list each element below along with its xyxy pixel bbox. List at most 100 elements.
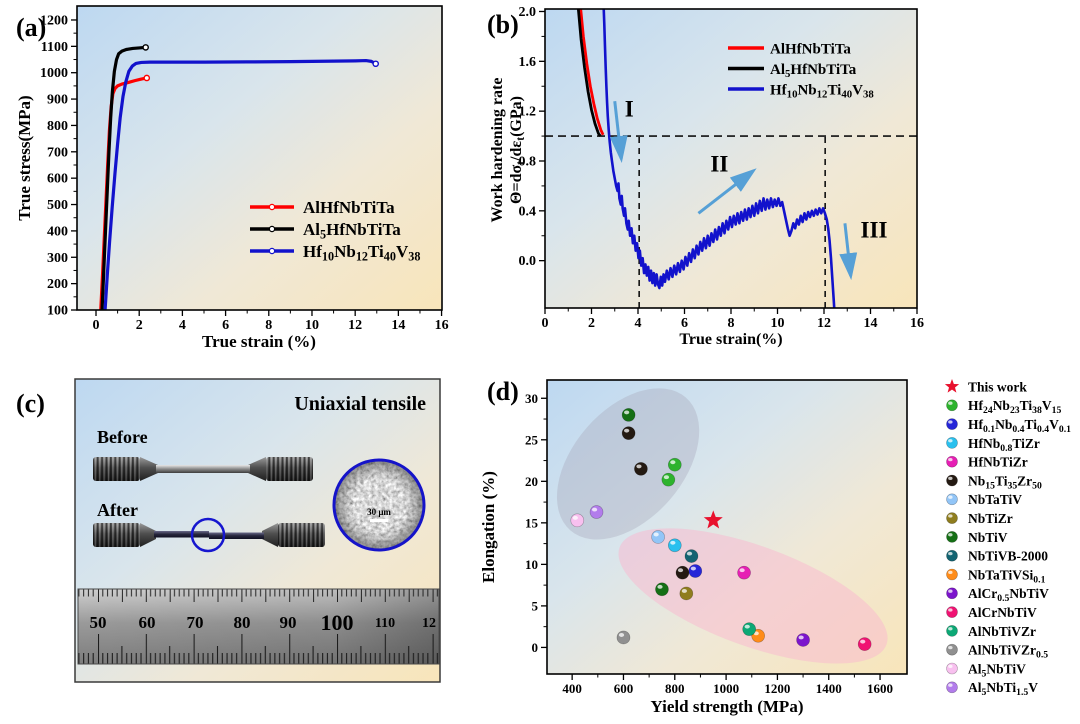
y-tick-label: 300	[47, 251, 68, 266]
legend-entry: AlNbTiVZr0.5	[946, 643, 1048, 661]
legend-entry: AlHfNbTiTa	[728, 41, 851, 57]
y-tick-label: 900	[47, 93, 68, 108]
data-point-ball	[946, 681, 958, 694]
svg-text:AlCr0.5NbTiV: AlCr0.5NbTiV	[968, 586, 1049, 604]
region-label-I: I	[625, 97, 634, 122]
data-point-ball	[684, 549, 699, 563]
x-tick-label: 0	[93, 318, 100, 333]
svg-text:NbTiZr: NbTiZr	[968, 511, 1013, 526]
y-tick-label: 1200	[40, 13, 68, 28]
x-axis-title: Yield strength (MPa)	[651, 697, 804, 716]
y-tick-label: 1.2	[519, 105, 537, 120]
x-tick-label: 800	[665, 681, 685, 696]
y-tick-label: 500	[47, 198, 68, 213]
series-points	[684, 549, 699, 563]
data-point-ball	[667, 457, 682, 472]
series-line	[103, 58, 377, 310]
svg-text:This work: This work	[968, 379, 1027, 394]
series-points	[751, 628, 765, 643]
axis-ticks	[71, 19, 443, 316]
x-tick-label: 12	[817, 316, 831, 331]
y-tick-label: 0.8	[519, 154, 537, 169]
data-point-ball	[946, 643, 958, 656]
y-tick-label: 1100	[41, 40, 68, 55]
ruler-number: 80	[234, 613, 251, 632]
cluster-ellipses	[556, 388, 888, 664]
ruler-number: 90	[280, 613, 297, 632]
before-label: Before	[97, 427, 148, 447]
panel-c-label: (c)	[16, 389, 45, 418]
legend-entry: Hf0.1Nb0.4Ti0.4V0.1	[946, 417, 1071, 435]
svg-text:HfNb0.8TiZr: HfNb0.8TiZr	[968, 436, 1040, 454]
ruler-number: 100	[321, 610, 354, 635]
ruler-number: 50	[90, 613, 107, 632]
data-point-ball	[796, 633, 810, 647]
series-points	[661, 457, 682, 487]
data-point-ball	[946, 587, 958, 600]
y-tick-label: 0.0	[519, 254, 537, 269]
x-tick-label: 600	[614, 681, 634, 696]
y-axis-title-line2: Θ=dσt/dεt(GPa)	[508, 96, 527, 204]
svg-text:NbTiVB-2000: NbTiVB-2000	[968, 549, 1048, 564]
legend-entry: NbTaTiV	[946, 492, 1022, 507]
data-point-ball	[946, 455, 958, 468]
series-points	[796, 633, 810, 647]
svg-text:Hf10Nb12Ti40V38: Hf10Nb12Ti40V38	[303, 242, 420, 263]
x-tick-label: 1200	[764, 681, 790, 696]
panel-b-label: (b)	[487, 10, 519, 39]
legend-entry: Al5HfNbTiTa	[250, 220, 401, 242]
data-point-ball	[946, 549, 958, 562]
y-tick-label: 2.0	[519, 5, 537, 20]
inset-scale-text: 30 μm	[367, 507, 391, 517]
svg-text:AlHfNbTiTa: AlHfNbTiTa	[303, 198, 395, 217]
series-points	[679, 586, 694, 601]
y-tick-label: 30	[525, 391, 538, 406]
panel-d-label: (d)	[487, 377, 519, 406]
axis-ticks	[539, 10, 918, 314]
x-tick-label: 4	[635, 316, 642, 331]
y-tick-label: 600	[47, 172, 68, 187]
y-tick-label: 800	[47, 119, 68, 134]
ruler-number: 110	[375, 616, 395, 631]
data-point-ball	[570, 513, 585, 528]
legend-entry: HfNb0.8TiZr	[946, 436, 1040, 454]
x-tick-label: 6	[222, 318, 229, 333]
data-point-ball	[946, 474, 958, 487]
ruler-number: 60	[139, 613, 156, 632]
data-point-ball	[655, 582, 669, 597]
data-point-ball	[621, 408, 636, 422]
svg-text:AlHfNbTiTa: AlHfNbTiTa	[770, 41, 851, 57]
y-axis-title: True stress(MPa)	[15, 95, 34, 220]
legend-entry: Hf24Nb23Ti38V15	[946, 398, 1061, 416]
x-tick-label: 2	[136, 318, 143, 333]
y-tick-label: 0.4	[519, 204, 537, 219]
data-point-ball	[946, 493, 958, 506]
data-point-ball	[946, 437, 958, 449]
axes-frame	[546, 379, 908, 675]
data-point-ball	[621, 426, 636, 440]
region-label-III: III	[861, 218, 888, 243]
legend-entry: This work	[944, 379, 1027, 394]
data-point-ball	[946, 662, 958, 675]
fracture-circle-annotation	[190, 517, 226, 553]
legend-entry: AlCr0.5NbTiV	[946, 586, 1049, 604]
panel-d-chart: (d) 400 600 800 1000 1200 1400 1600 0 5 10 15 20 25 3…	[480, 377, 1071, 716]
data-point-ball	[651, 530, 665, 544]
panel-a-label: (a)	[16, 13, 46, 42]
x-axis-title: True strain(%)	[679, 331, 782, 348]
svg-text:NbTaTiV: NbTaTiV	[968, 492, 1022, 507]
x-tick-label: 1400	[816, 681, 842, 696]
y-axis-title: Elongation (%)	[480, 471, 498, 583]
svg-text:AlCrNbTiV: AlCrNbTiV	[968, 605, 1037, 620]
series-points	[688, 564, 703, 578]
y-tick-label: 5	[532, 598, 539, 613]
svg-text:Nb15Ti35Zr50: Nb15Ti35Zr50	[968, 473, 1042, 491]
data-point-ball	[616, 630, 631, 645]
panel-c-photo: (c) Uniaxial tensile Before After	[16, 378, 441, 683]
flow-arrows	[609, 101, 858, 281]
legend-entry: NbTiV	[946, 530, 1008, 545]
series-points	[570, 513, 585, 528]
dashed-guides	[545, 135, 917, 308]
